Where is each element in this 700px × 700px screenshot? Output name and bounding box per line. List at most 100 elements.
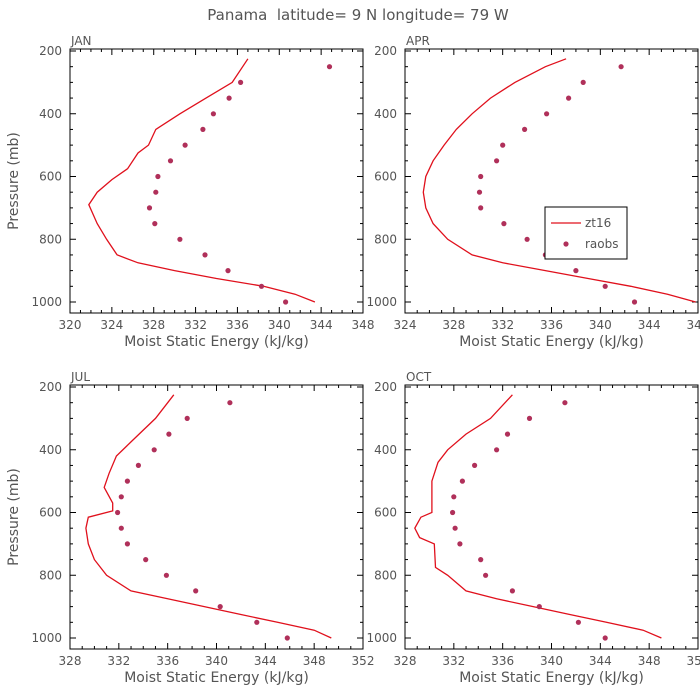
data-point-raobs <box>217 604 223 610</box>
legend-label: zt16 <box>585 216 611 230</box>
y-tick-label: 400 <box>374 443 397 457</box>
data-point-raobs <box>504 431 511 437</box>
y-tick-label: 800 <box>374 232 397 246</box>
x-tick-label: 352 <box>687 654 700 668</box>
data-point-raobs <box>193 588 199 594</box>
data-point-raobs <box>602 635 608 641</box>
y-tick-label: 800 <box>374 568 397 582</box>
panel-jul: 328 332 336 340 344 348 352 200 400 600 800 1000 JUL… <box>6 370 374 686</box>
data-point-raobs <box>166 431 172 437</box>
data-point-raobs <box>283 299 289 305</box>
data-point-raobs <box>151 447 157 453</box>
x-tick-label: 348 <box>352 318 375 332</box>
data-point-raobs <box>210 111 216 117</box>
y-tick-label: 200 <box>39 380 62 394</box>
x-tick-label: 340 <box>205 654 228 668</box>
legend-point-swatch <box>563 241 569 247</box>
data-point-raobs <box>459 478 465 484</box>
x-tick-label: 344 <box>638 318 661 332</box>
data-point-raobs <box>524 236 530 242</box>
data-point-raobs <box>115 509 121 516</box>
data-point-raobs <box>500 142 506 148</box>
y-tick-label: 400 <box>374 107 397 121</box>
data-point-raobs <box>118 525 124 531</box>
data-point-raobs <box>580 79 586 85</box>
data-point-raobs <box>135 462 141 468</box>
data-point-raobs <box>575 619 582 625</box>
data-point-raobs <box>457 541 463 547</box>
legend: zt16 raobs <box>544 206 628 260</box>
x-tick-label: 336 <box>226 318 249 332</box>
series-line-zt16 <box>85 394 332 639</box>
x-tick-label: 348 <box>687 318 700 332</box>
x-tick-label: 348 <box>638 654 661 668</box>
data-point-raobs <box>494 158 500 164</box>
data-point-raobs <box>501 221 507 227</box>
data-point-raobs <box>562 400 568 406</box>
x-tick-label: 332 <box>184 318 207 332</box>
y-tick-label: 800 <box>39 232 62 246</box>
y-axis-label: Pressure (mb) <box>6 132 22 230</box>
x-axis-label: Moist Static Energy (kJ/kg) <box>459 334 644 350</box>
data-point-raobs <box>522 126 528 132</box>
data-point-raobs <box>602 283 608 289</box>
y-axis-label: Pressure (mb) <box>6 468 22 566</box>
data-point-raobs <box>146 205 153 211</box>
plot-frame <box>69 48 364 314</box>
panel-apr: 324 328 332 336 340 344 348 200 400 600 800 1000 APR… <box>366 34 700 350</box>
y-tick-label: 1000 <box>366 631 397 645</box>
x-tick-label: 320 <box>59 318 82 332</box>
x-tick-label: 328 <box>142 318 165 332</box>
data-point-raobs <box>202 252 208 258</box>
data-point-raobs <box>227 400 233 406</box>
panel-label: OCT <box>406 370 432 384</box>
x-tick-label: 328 <box>59 654 82 668</box>
x-tick-label: 336 <box>156 654 179 668</box>
panel-label: JUL <box>70 370 90 384</box>
x-tick-label: 340 <box>589 318 612 332</box>
panel-oct: 328 332 336 340 344 348 352 200 400 600 800 1000 OCT… <box>366 370 700 686</box>
panel-label: JAN <box>70 34 92 48</box>
x-tick-label: 332 <box>442 654 465 668</box>
data-point-raobs <box>258 283 265 289</box>
data-point-raobs <box>618 64 624 70</box>
data-point-raobs <box>450 509 456 516</box>
data-point-raobs <box>124 541 130 547</box>
data-point-raobs <box>238 79 244 85</box>
data-point-raobs <box>177 236 183 242</box>
x-axis-label: Moist Static Energy (kJ/kg) <box>124 670 309 686</box>
legend-label: raobs <box>585 237 619 251</box>
data-point-raobs <box>536 604 542 610</box>
data-point-raobs <box>153 189 159 195</box>
data-point-raobs <box>452 525 458 531</box>
x-tick-label: 328 <box>394 654 417 668</box>
data-point-raobs <box>494 447 500 453</box>
plot-frame <box>404 48 699 314</box>
data-point-raobs <box>509 588 515 594</box>
x-tick-label: 332 <box>491 318 514 332</box>
x-tick-label: 336 <box>540 318 563 332</box>
data-point-raobs <box>544 111 550 117</box>
data-point-raobs <box>200 126 206 132</box>
x-tick-label: 340 <box>540 654 563 668</box>
data-point-raobs <box>478 173 484 180</box>
x-axis-label: Moist Static Energy (kJ/kg) <box>124 334 309 350</box>
data-point-raobs <box>284 635 290 641</box>
y-tick-label: 600 <box>39 170 62 184</box>
x-tick-label: 352 <box>352 654 375 668</box>
data-point-raobs <box>478 557 484 563</box>
data-point-raobs <box>573 268 579 274</box>
data-point-raobs <box>226 95 232 101</box>
data-point-raobs <box>118 494 124 500</box>
legend-box <box>544 206 628 260</box>
data-point-raobs <box>451 494 457 500</box>
series-line-zt16 <box>88 58 316 303</box>
data-point-raobs <box>182 142 188 148</box>
series-line-zt16 <box>422 58 696 303</box>
data-point-raobs <box>472 462 478 468</box>
data-point-raobs <box>326 64 333 70</box>
data-point-raobs <box>566 95 572 101</box>
panel-label: APR <box>406 34 430 48</box>
data-point-raobs <box>225 268 231 274</box>
x-tick-label: 332 <box>107 654 130 668</box>
